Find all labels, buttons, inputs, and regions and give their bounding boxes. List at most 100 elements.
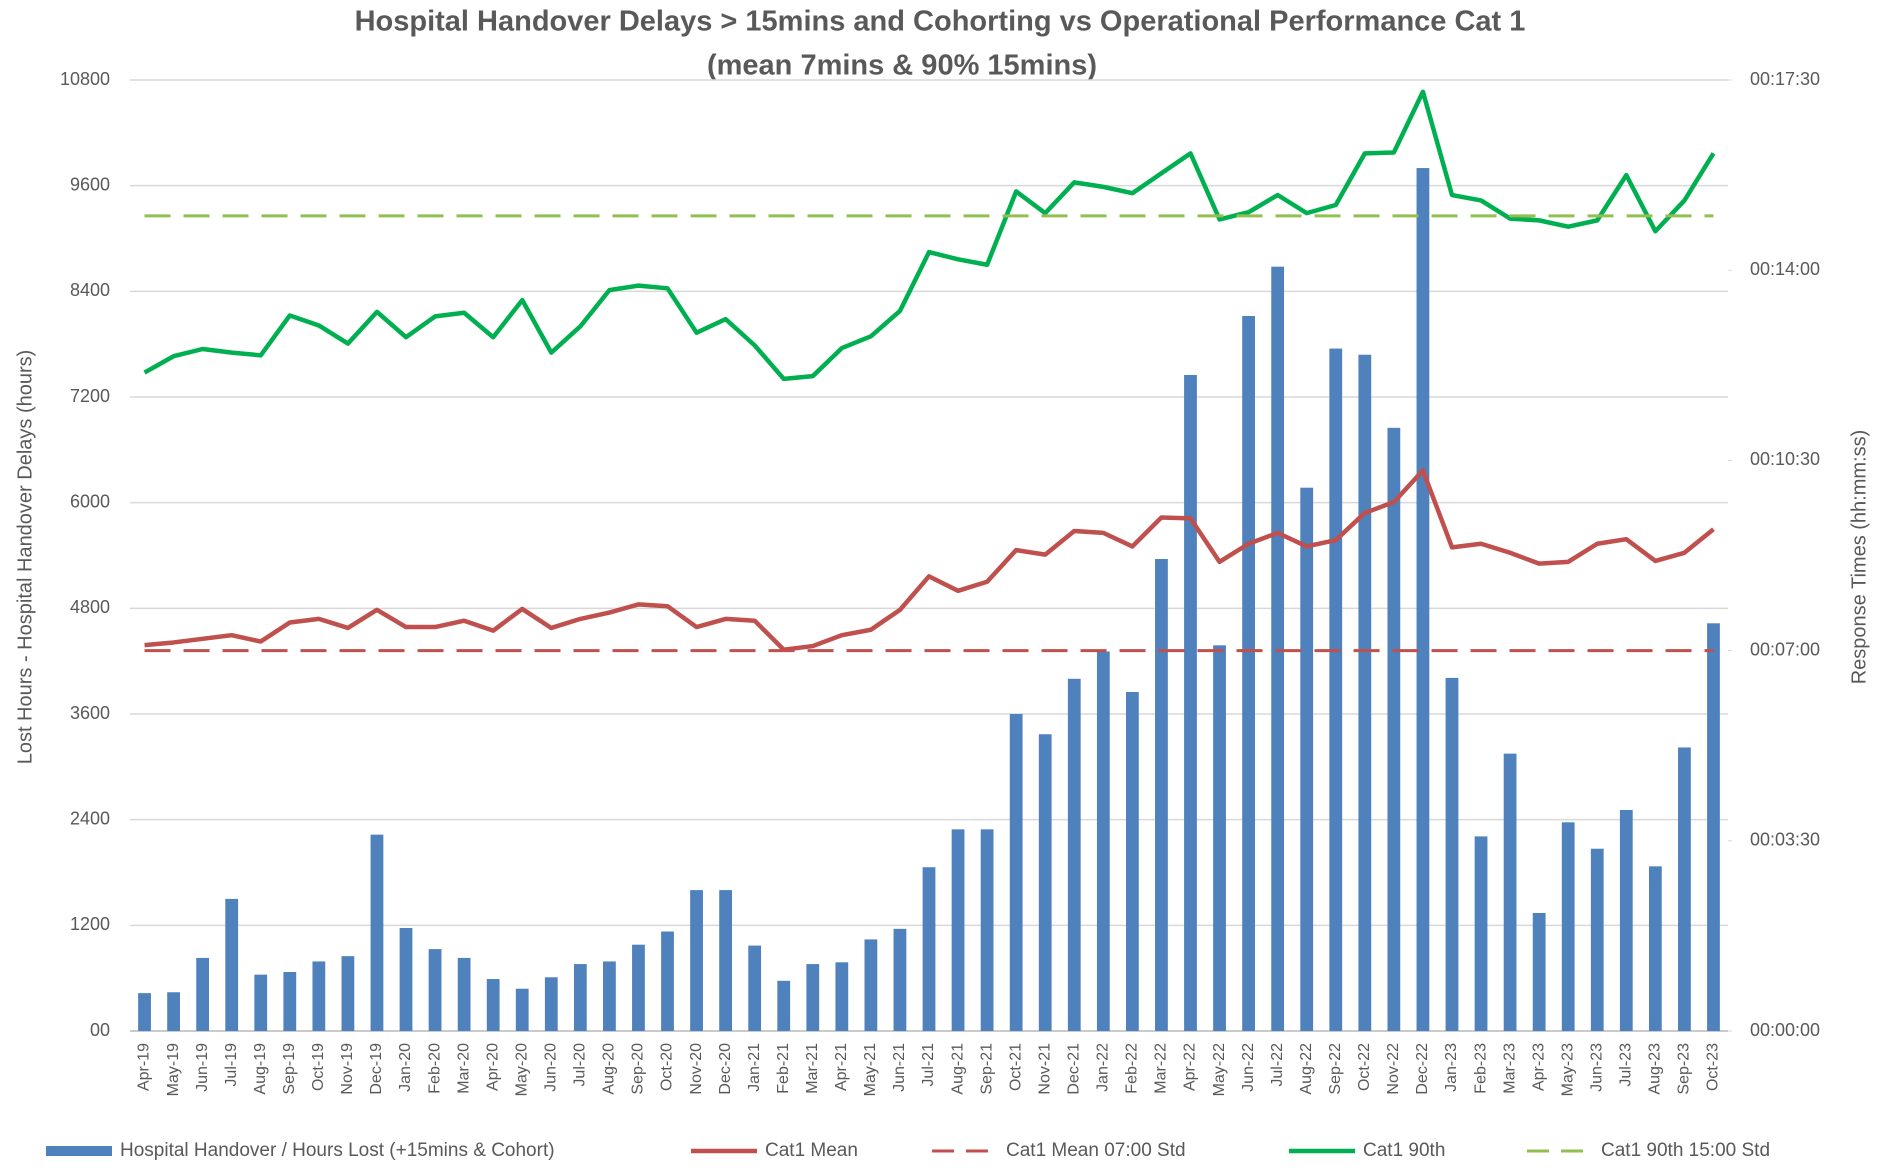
y2-tick-label: 00:00:00 (1750, 1020, 1820, 1040)
bar (1329, 348, 1343, 1031)
bar (1213, 645, 1226, 1031)
x-tick-label: Jun-23 (1588, 1043, 1605, 1092)
x-tick-label: Mar-22 (1153, 1043, 1170, 1094)
legend-label: Cat1 90th (1363, 1140, 1445, 1161)
bar (1096, 651, 1110, 1031)
x-tick-label: Mar-23 (1501, 1043, 1518, 1094)
x-tick-label: Jun-21 (891, 1043, 908, 1092)
x-tick-label: May-22 (1211, 1043, 1228, 1096)
bar (1707, 623, 1720, 1031)
y-tick-label: 8400 (70, 280, 110, 300)
x-tick-label: Aug-20 (601, 1043, 618, 1095)
legend-label: Cat1 90th 15:00 Std (1601, 1140, 1770, 1161)
y-tick-label: 7200 (70, 386, 110, 406)
bar (980, 829, 994, 1031)
bar (1067, 678, 1081, 1031)
bar (951, 829, 965, 1031)
y-tick-label: 1200 (70, 914, 110, 934)
x-tick-label: Sep-20 (630, 1043, 647, 1095)
legend-label: Hospital Handover / Hours Lost (+15mins … (120, 1140, 555, 1161)
chart-title: Hospital Handover Delays > 15mins and Co… (355, 6, 1526, 38)
y-tick-label: 9600 (70, 174, 110, 194)
x-tick-label: Dec-22 (1414, 1043, 1431, 1095)
x-tick-label: Oct-19 (310, 1043, 327, 1091)
bar (777, 980, 791, 1031)
x-tick-label: Feb-23 (1472, 1043, 1489, 1094)
bar (457, 957, 471, 1031)
legend-label: Cat1 Mean 07:00 Std (1006, 1140, 1186, 1161)
x-tick-label: Apr-22 (1182, 1043, 1199, 1091)
y-tick-label: 6000 (70, 491, 110, 511)
x-tick-label: Feb-21 (775, 1043, 792, 1094)
x-tick-label: May-20 (513, 1043, 530, 1096)
x-tick-label: Apr-19 (136, 1043, 153, 1091)
x-tick-label: Jul-19 (223, 1043, 240, 1087)
x-tick-label: Nov-22 (1385, 1043, 1402, 1095)
x-tick-label: May-23 (1559, 1043, 1576, 1096)
bar (806, 964, 820, 1031)
bar (690, 890, 703, 1031)
line (144, 468, 1715, 652)
y2-tick-label: 00:07:00 (1750, 639, 1820, 659)
x-tick-label: Oct-22 (1356, 1043, 1373, 1091)
x-tick-label: Oct-21 (1007, 1043, 1024, 1091)
bar (225, 898, 239, 1031)
bar (573, 964, 587, 1031)
x-tick-label: May-21 (862, 1043, 879, 1096)
x-tick-label: Jan-20 (397, 1043, 414, 1092)
y-tick-label: 10800 (60, 69, 110, 89)
legend-swatch (46, 1146, 112, 1156)
bar (515, 988, 529, 1031)
x-tick-label: Oct-23 (1705, 1043, 1722, 1091)
x-tick-label: Jan-23 (1443, 1043, 1460, 1092)
bar (864, 939, 878, 1031)
y-axis-title: Lost Hours - Hospital Handover Delays (h… (14, 350, 36, 765)
bar (341, 956, 355, 1031)
bar (632, 944, 645, 1031)
bar (661, 931, 674, 1031)
bar (1271, 266, 1285, 1032)
x-tick-label: Apr-23 (1530, 1043, 1547, 1091)
bar (167, 992, 180, 1031)
x-tick-label: Aug-19 (252, 1043, 269, 1095)
bar (1038, 734, 1052, 1031)
x-tick-label: Feb-20 (426, 1043, 443, 1094)
x-tick-label: Sep-21 (978, 1043, 995, 1095)
bar (1184, 374, 1197, 1032)
x-tick-label: Sep-22 (1327, 1043, 1344, 1095)
bar (254, 974, 268, 1031)
x-tick-label: Sep-23 (1676, 1043, 1693, 1095)
x-tick-label: Mar-20 (455, 1043, 472, 1094)
bar (1125, 691, 1139, 1031)
x-tick-label: Nov-20 (688, 1043, 705, 1095)
x-tick-label: Jun-19 (194, 1043, 211, 1092)
x-tick-label: Jan-22 (1095, 1043, 1112, 1092)
x-tick-label: Apr-20 (484, 1043, 501, 1091)
x-tick-label: Jul-23 (1618, 1043, 1635, 1087)
x-tick-label: Sep-19 (281, 1043, 298, 1095)
bar (1358, 354, 1372, 1031)
x-tick-label: May-19 (165, 1043, 182, 1096)
x-tick-label: Feb-22 (1124, 1043, 1141, 1094)
bar (922, 867, 936, 1031)
bar (893, 928, 907, 1031)
bar (1503, 753, 1517, 1031)
bar (1474, 836, 1488, 1031)
x-tick-label: Jul-22 (1269, 1043, 1286, 1087)
y2-tick-label: 00:10:30 (1750, 449, 1820, 469)
bar (835, 962, 849, 1031)
y-tick-label: 3600 (70, 703, 110, 723)
bar (603, 961, 616, 1031)
bar (1155, 559, 1168, 1031)
bar (1300, 487, 1314, 1031)
bar (283, 972, 297, 1031)
x-tick-label: Apr-21 (833, 1043, 850, 1091)
x-tick-label: Jun-22 (1240, 1043, 1257, 1092)
bar (428, 949, 442, 1031)
y2-tick-label: 00:03:30 (1750, 830, 1820, 850)
bar (486, 979, 500, 1031)
bar (196, 957, 210, 1031)
y-tick-label: 00 (90, 1020, 110, 1040)
bar (1242, 315, 1255, 1031)
